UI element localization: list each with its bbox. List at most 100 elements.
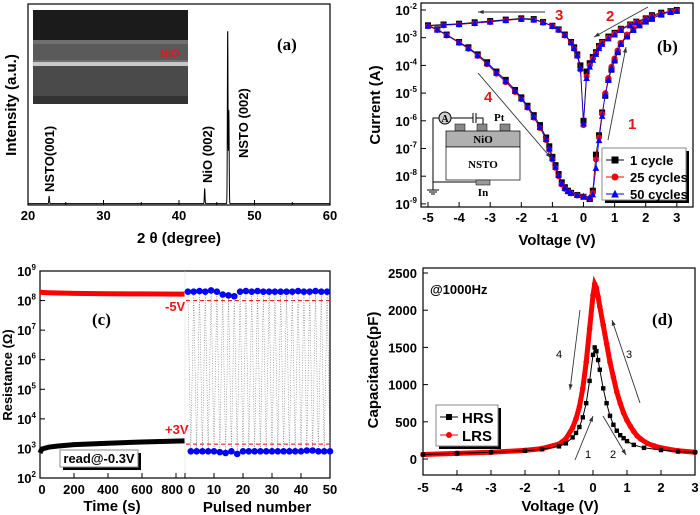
y-tick-label: 104 <box>17 411 36 427</box>
lrs-pulse-point <box>297 447 305 455</box>
lrs-pulse-point <box>274 447 282 455</box>
cv-point-LRS <box>617 400 623 407</box>
iv-point-50-cycles <box>673 7 681 14</box>
sem-inset-image: NiO <box>33 10 188 104</box>
hrs-pulse-point <box>306 288 314 295</box>
legend-marker-circle <box>611 173 619 181</box>
y-tick-label: 105 <box>17 381 36 397</box>
legend-marker-square <box>446 414 452 420</box>
cv-point-HRS <box>570 435 575 440</box>
x-tick-label: -2 <box>519 480 531 495</box>
y-tick-label: 10-5 <box>395 85 417 101</box>
legend-entry: HRS <box>462 410 494 427</box>
hrs-voltage-label: -5V <box>165 299 186 314</box>
lrs-pulse-point <box>251 447 258 455</box>
lrs-pulse-point <box>193 447 200 455</box>
iv-point-50-cycles <box>440 21 447 28</box>
d-sweep-arrow-3 <box>611 319 641 404</box>
lrs-pulse-point <box>286 447 293 455</box>
d-sweep-arrow-3-head <box>611 320 616 326</box>
lrs-pulse-point <box>228 447 235 455</box>
pulse-tick-label: 50 <box>323 482 337 497</box>
iv-point-50-cycles <box>589 190 597 198</box>
sweep-label-3: 3 <box>555 7 563 24</box>
cv-point-HRS <box>595 357 601 363</box>
cv-point-HRS <box>420 452 426 457</box>
time-tick-label: 0 <box>38 482 45 497</box>
x-tick-label: 2 <box>657 480 664 495</box>
pulse-tick-label: 30 <box>265 482 279 497</box>
cv-point-HRS <box>522 448 528 454</box>
sweep-arrow-1-head <box>622 47 627 53</box>
x-tick-label: -1 <box>553 480 565 495</box>
frequency-annotation: @1000Hz <box>430 282 488 297</box>
iv-point-50-cycles <box>455 38 463 46</box>
panel-b-xlabel: Voltage (V) <box>518 232 595 249</box>
cv-point-HRS <box>556 444 562 449</box>
iv-point-50-cycles <box>486 18 494 25</box>
x-tick-label: -3 <box>484 210 496 225</box>
iv-point-50-cycles <box>545 144 553 152</box>
peak-label-nio002: NiO (002) <box>200 126 215 183</box>
legend-entry: 25 cycles <box>630 170 688 185</box>
iv-point-50-cycles <box>561 31 569 39</box>
in-electrode-label: In <box>478 187 488 199</box>
lrs-pulse-point <box>257 447 264 455</box>
y-tick-label: 1500 <box>388 340 417 355</box>
lrs-pulse-point <box>204 447 212 455</box>
x-tick-label: 1 <box>623 480 630 495</box>
cv-point-LRS <box>631 428 637 435</box>
hrs-pulse-point <box>271 288 279 295</box>
iv-point-50-cycles <box>626 21 634 29</box>
cv-point-HRS <box>631 442 636 448</box>
iv-point-50-cycles <box>648 12 656 20</box>
cv-point-LRS <box>590 292 596 299</box>
pulse-tick-label: 0 <box>188 482 195 497</box>
hrs-pulse-point <box>248 288 255 295</box>
hrs-pulse-point <box>254 287 261 295</box>
x-tick-label: -2 <box>516 210 528 225</box>
lrs-pulse-point <box>239 447 247 455</box>
hrs-pulse-point <box>236 288 244 295</box>
iv-point-50-cycles <box>474 51 482 59</box>
lrs-pulse-point <box>309 447 316 454</box>
sweep-label-1: 1 <box>628 116 636 133</box>
iv-point-1-cycle <box>592 151 599 158</box>
x-tick-label: -5 <box>422 210 434 225</box>
x-tick-label: 2 <box>642 210 649 225</box>
d-sweep-arrow-1-head <box>588 416 593 422</box>
cv-point-LRS <box>624 417 630 424</box>
legend-marker-triangle <box>611 189 619 198</box>
panel-b: (b) Current (A) Voltage (V) 1 2 3 4 -5 -4… <box>367 2 694 249</box>
d-sweep-arrow-4-head <box>568 384 573 390</box>
y-tick-label: 10-7 <box>395 141 417 157</box>
hrs-pulse-point <box>242 287 250 295</box>
hrs-pulse-point <box>289 288 296 295</box>
cv-point-HRS <box>563 441 568 446</box>
iv-point-50-cycles <box>623 32 631 40</box>
iv-point-50-cycles <box>567 189 575 196</box>
cv-point-LRS <box>627 423 634 430</box>
iv-point-50-cycles <box>633 19 640 26</box>
cv-point-HRS <box>692 450 698 455</box>
y-tick-label: 109 <box>17 263 36 279</box>
iv-point-50-cycles <box>595 136 603 144</box>
hrs-pulse-point <box>312 287 319 295</box>
iv-point-50-cycles <box>443 31 450 39</box>
cv-point-LRS <box>593 285 600 291</box>
cv-point-HRS <box>488 450 494 455</box>
iv-point-50-cycles <box>558 179 566 187</box>
y-tick-label: 107 <box>17 322 36 338</box>
lrs-pulse-point <box>210 447 218 455</box>
iv-point-50-cycles <box>589 56 597 63</box>
iv-point-50-cycles <box>471 19 478 26</box>
hrs-pulse-point <box>300 288 308 295</box>
y-tick-label: 10-8 <box>395 168 417 184</box>
iv-point-25-cycles <box>592 156 599 163</box>
cv-point-LRS <box>610 374 617 380</box>
lrs-pulse-point <box>187 447 195 455</box>
y-tick-label: 103 <box>17 440 36 456</box>
x-tick-label: 0 <box>589 480 596 495</box>
cv-point-HRS <box>594 348 599 354</box>
cv-point-HRS <box>604 401 609 406</box>
